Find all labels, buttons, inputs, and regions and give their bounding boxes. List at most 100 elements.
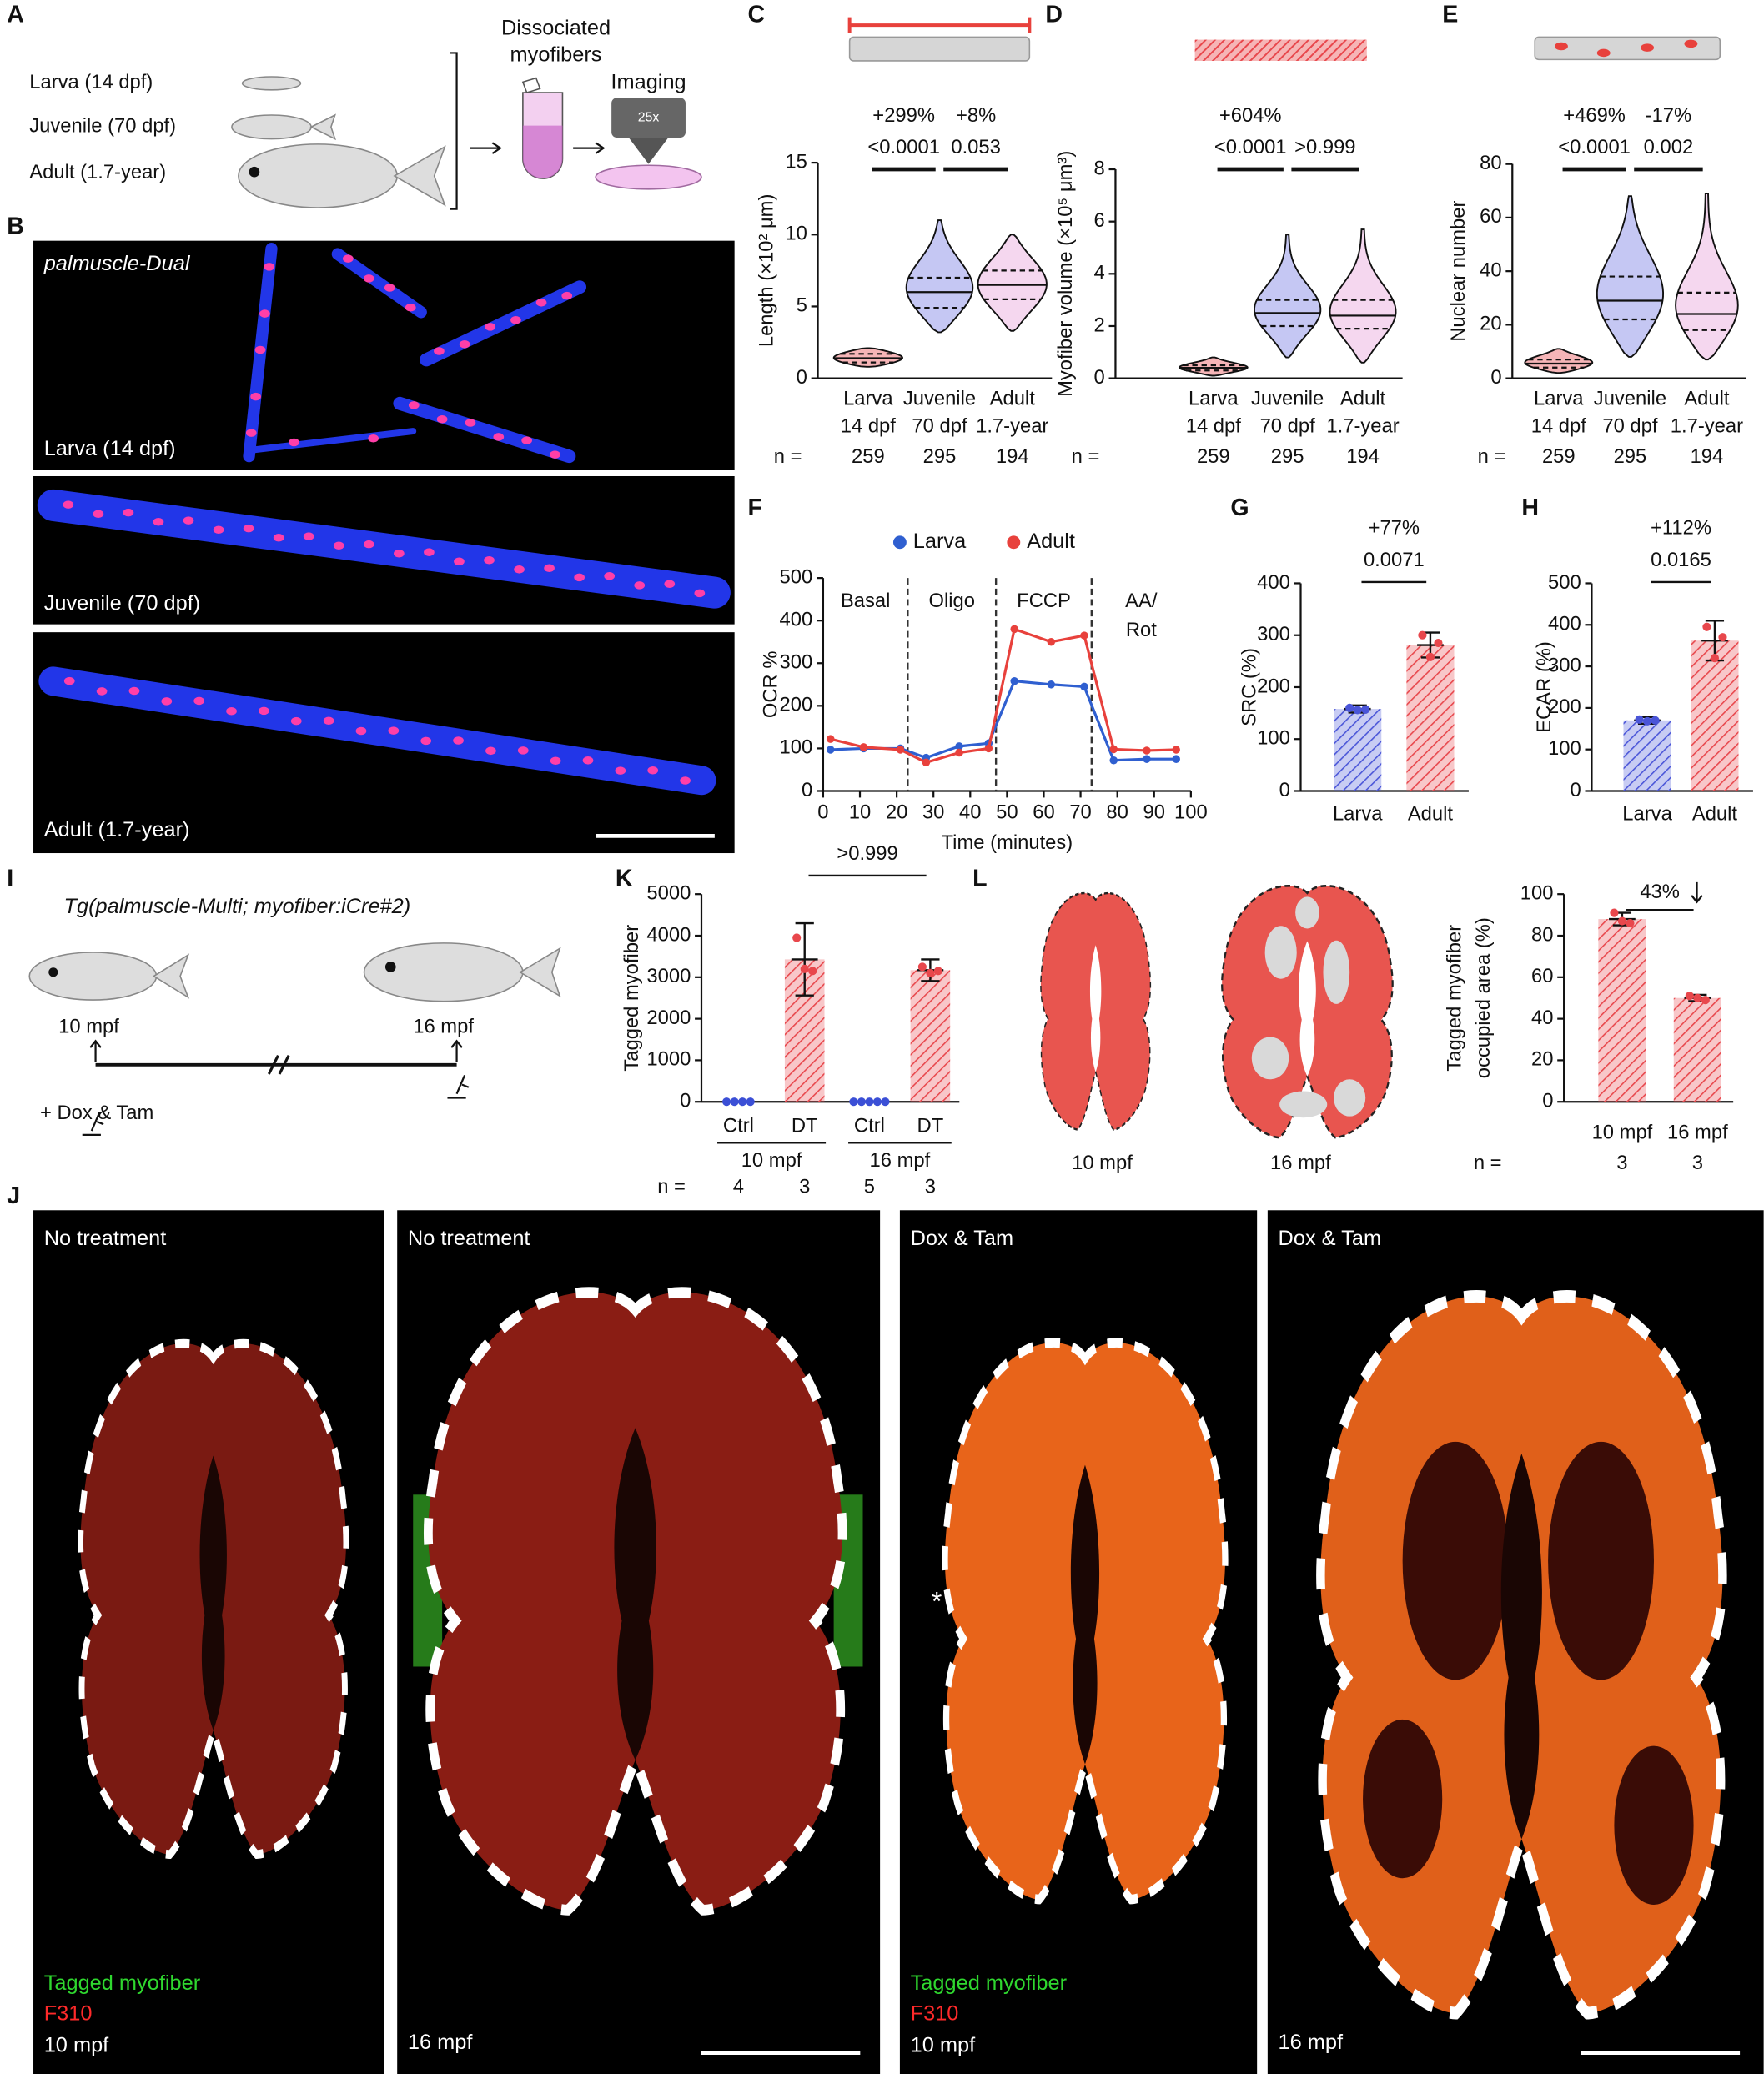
n-value: 194: [1346, 445, 1380, 468]
bar: [1623, 720, 1671, 791]
panel-l-schematic: [1039, 884, 1394, 1139]
data-point: [1434, 638, 1443, 648]
data-point: [826, 735, 835, 743]
y-tick-label: 100: [1548, 737, 1581, 760]
n-value: 3: [1616, 1152, 1627, 1174]
myofiber: [420, 280, 587, 367]
y-tick-label: 5000: [646, 881, 691, 904]
condition-label: No treatment: [44, 1227, 167, 1250]
y-tick-label: 60: [1531, 965, 1553, 987]
nucleus: [363, 274, 374, 283]
x-tick-label: Larva: [1189, 387, 1239, 409]
bar: [1673, 997, 1721, 1102]
x-tick-label: Juvenile: [903, 387, 976, 409]
nucleus: [259, 309, 270, 318]
p-value: 0.053: [951, 136, 1001, 158]
y-tick-label: 100: [780, 736, 813, 759]
y-tick-label: 1000: [646, 1048, 691, 1071]
nucleus: [243, 524, 254, 533]
nucleus: [454, 557, 465, 566]
nucleus: [183, 516, 194, 525]
nucleus: [254, 345, 266, 354]
x-sublabel: 14 dpf: [1531, 415, 1587, 438]
nucleus: [289, 438, 299, 447]
nucleus: [424, 548, 435, 556]
y-tick-label: 40: [1531, 1007, 1553, 1029]
nucleus: [453, 736, 464, 745]
x-tick-label: Larva: [843, 387, 893, 409]
data-point: [933, 967, 942, 976]
y-tick-label: 400: [1548, 613, 1581, 635]
data-point: [1710, 654, 1720, 663]
p-value: >0.999: [837, 842, 897, 865]
x-sublabel: 14 dpf: [841, 415, 897, 438]
change-label: +8%: [956, 104, 996, 127]
nucleus: [493, 433, 505, 441]
nucleus: [680, 776, 691, 785]
nucleus: [333, 541, 344, 550]
schematic-label: 16 mpf: [1270, 1152, 1331, 1174]
myofiber: [38, 666, 716, 796]
change-label: +604%: [1219, 104, 1282, 127]
data-point: [800, 964, 809, 973]
y-tick-label: 3000: [646, 965, 691, 987]
y-tick-label: 400: [1257, 571, 1290, 594]
change-label: +299%: [872, 104, 935, 127]
nucleus: [123, 508, 134, 517]
x-tick-label: 0: [817, 801, 828, 824]
nucleus: [485, 323, 496, 331]
y-tick-label: 300: [780, 651, 813, 674]
n-value: 295: [1271, 445, 1304, 468]
data-point: [922, 758, 931, 767]
panel-letter: D: [1045, 2, 1063, 28]
treatment: + Dox & Tam: [40, 1102, 153, 1124]
y-tick-label: 500: [780, 565, 813, 588]
stage-label: Adult (1.7-year): [29, 161, 166, 183]
data-point: [955, 742, 963, 751]
p-value: <0.0001: [1214, 136, 1287, 158]
phase-label: Rot: [1126, 619, 1157, 641]
nucleus: [485, 746, 496, 756]
n-value: 259: [1542, 445, 1576, 468]
data-point: [881, 1097, 890, 1107]
nucleus: [273, 533, 284, 542]
nucleus: [459, 340, 470, 349]
nucleus: [634, 581, 646, 590]
y-tick-label: 100: [1520, 881, 1554, 904]
data-point: [826, 746, 835, 754]
n-value: 259: [1197, 445, 1230, 468]
nucleus: [259, 706, 269, 716]
data-point: [738, 1097, 747, 1107]
nucleus: [647, 766, 659, 775]
data-point: [746, 1097, 755, 1107]
violin: [905, 219, 974, 334]
panel-letter: K: [616, 865, 633, 891]
data-point: [1642, 716, 1652, 726]
nucleus: [63, 676, 75, 685]
n-value: 295: [1614, 445, 1647, 468]
nucleus: [342, 254, 354, 263]
data-point: [1651, 716, 1660, 725]
x-tick-label: Adult: [1684, 387, 1730, 409]
data-point: [1010, 625, 1018, 634]
y-tick-label: 200: [780, 694, 813, 716]
data-point: [1701, 996, 1710, 1005]
phase-label: FCCP: [1017, 590, 1071, 612]
x-tick-label: 10: [849, 801, 871, 824]
phase-label: Basal: [841, 590, 891, 612]
data-point: [1718, 633, 1727, 642]
nucleus: [535, 299, 547, 307]
bar: [1406, 645, 1455, 791]
violin: [1254, 234, 1322, 359]
nucleus: [517, 746, 529, 755]
nucleus: [420, 736, 432, 746]
y-axis-label: Tagged myofiber: [1443, 925, 1465, 1072]
marker: *: [932, 1586, 942, 1616]
data-point: [1626, 918, 1635, 928]
legend-label: Larva: [913, 530, 967, 553]
legend-label: 16 mpf: [408, 2031, 473, 2054]
violin: [1675, 193, 1739, 361]
n-value: 4: [733, 1176, 744, 1198]
reporter-label: palmuscle-Dual: [43, 252, 191, 275]
nucleus: [245, 429, 257, 437]
